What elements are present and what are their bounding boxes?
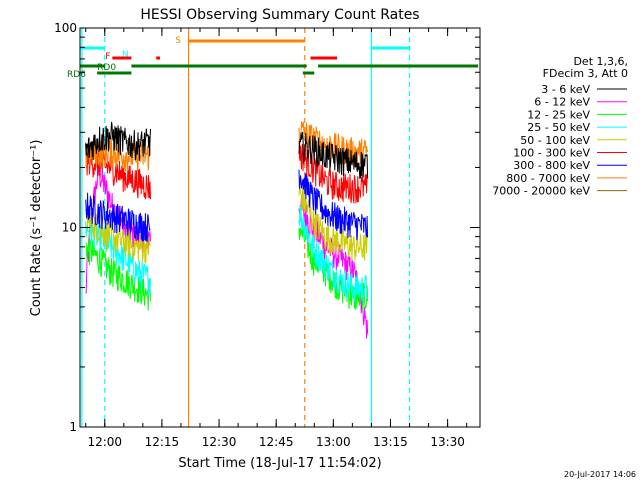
legend-label-4: 50 - 100 keV xyxy=(520,134,590,147)
x-axis-label: Start Time (18-Jul-17 11:54:02) xyxy=(178,456,381,471)
legend-label-7: 800 - 7000 keV xyxy=(506,172,590,185)
legend-label-6: 300 - 800 keV xyxy=(513,159,590,172)
x-tick-label-5: 13:15 xyxy=(373,435,408,449)
y-axis-label: Count Rate (s⁻¹ detector⁻¹) xyxy=(29,140,44,317)
series-1-segment-1 xyxy=(298,195,369,339)
flag-label-rd0: RD0 xyxy=(97,63,116,73)
series-6-segment-0 xyxy=(85,192,151,242)
y-tick-label-2: 1 xyxy=(69,420,77,434)
flag-label-f: F xyxy=(105,52,110,62)
x-tick-label-3: 12:45 xyxy=(259,435,294,449)
y-tick-label-1: 10 xyxy=(62,221,77,235)
series-0-segment-0 xyxy=(85,121,151,161)
legend-label-8: 7000 - 20000 keV xyxy=(492,185,590,198)
x-tick-label-4: 13:00 xyxy=(316,435,351,449)
legend-header-1: FDecim 3, Att 0 xyxy=(543,67,628,80)
flag-label-rd6: RD6 xyxy=(67,70,86,80)
flag-label-s: S xyxy=(175,36,181,46)
data-series xyxy=(85,121,369,339)
legend-label-0: 3 - 6 keV xyxy=(541,83,590,96)
legend-label-5: 100 - 300 keV xyxy=(513,147,590,160)
x-tick-label-0: 12:00 xyxy=(87,435,122,449)
series-4-segment-0 xyxy=(85,206,151,264)
vertical-marker-lines xyxy=(81,28,411,427)
series-6-segment-1 xyxy=(298,169,369,241)
series-5-segment-1 xyxy=(298,140,369,204)
chart-title: HESSI Observing Summary Count Rates xyxy=(140,7,419,23)
legend-label-1: 6 - 12 keV xyxy=(534,96,590,109)
series-0-segment-1 xyxy=(298,131,369,179)
x-tick-label-6: 13:30 xyxy=(430,435,465,449)
legend-label-2: 12 - 25 keV xyxy=(527,108,590,121)
y-tick-label-0: 100 xyxy=(54,21,77,35)
x-tick-label-2: 12:30 xyxy=(202,435,237,449)
flag-label-n: N xyxy=(122,50,129,60)
observing-flags: N F S RD0 RD6 xyxy=(67,36,479,80)
legend-header-0: Det 1,3,6, xyxy=(573,55,628,68)
axes: 12:00 12:15 12:30 12:45 13:00 13:15 13:30 100 10… xyxy=(54,21,480,449)
x-tick-label-1: 12:15 xyxy=(145,435,180,449)
series-3-segment-1 xyxy=(298,205,369,303)
legend-label-3: 25 - 50 keV xyxy=(527,121,590,134)
footer-date: 20-Jul-2017 14:06 xyxy=(564,470,636,479)
